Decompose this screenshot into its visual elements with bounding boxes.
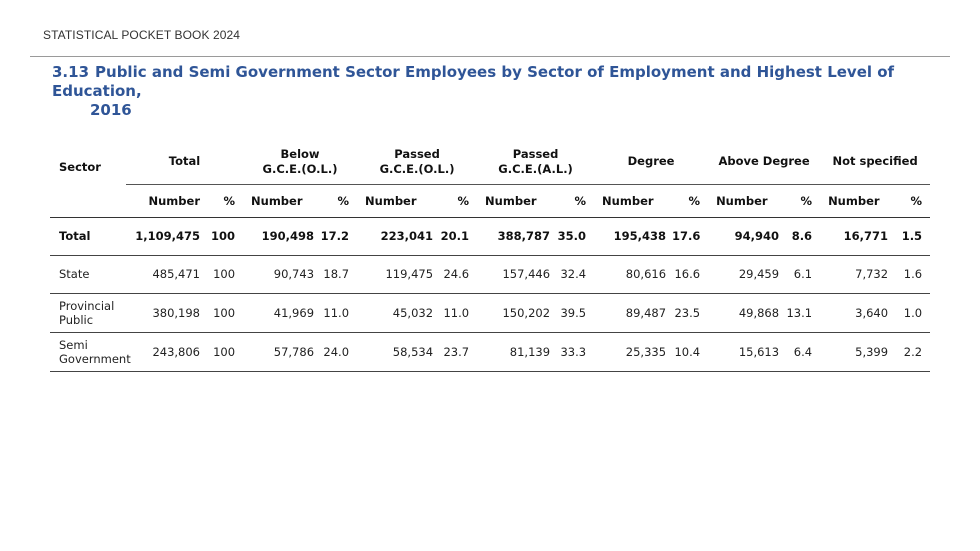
sub-header-number: Number <box>365 193 417 208</box>
cell-percent: 35.0 <box>557 229 587 243</box>
section-title-line2: 2016 <box>90 101 132 119</box>
cell-number: 3,640 <box>855 305 889 320</box>
cell-percent: 13.1 <box>786 305 813 320</box>
cell-percent: 23.7 <box>443 344 470 359</box>
cell-percent: 1.6 <box>903 267 923 281</box>
cell-percent: 6.4 <box>793 344 813 359</box>
cell-percent: 100 <box>213 305 236 320</box>
cell-number: 41,969 <box>273 305 315 320</box>
cell-percent: 33.3 <box>560 344 587 359</box>
cell-percent: 6.1 <box>793 267 813 281</box>
cell-percent: 18.7 <box>323 267 350 281</box>
sub-header-blank <box>50 184 126 217</box>
group-header-passed-al: Passed G.C.E.(A.L.) <box>477 140 595 185</box>
cell-number: 89,487 <box>625 305 667 320</box>
cell-percent: 24.6 <box>443 267 470 281</box>
cell-number: 81,139 <box>509 344 551 359</box>
sub-header-row: Number % Number % Number % Number % Numb… <box>50 184 931 217</box>
cell-number: 380,198 <box>152 305 200 320</box>
cell-percent: 1.5 <box>901 229 923 243</box>
cell-number: 223,041 <box>380 229 434 243</box>
sub-header-percent: % <box>688 193 701 208</box>
group-header-row: Sector Total Below G.C.E.(O.L.) Passed G.C… <box>50 140 931 185</box>
cell-number: 243,806 <box>152 344 200 359</box>
sub-header-number: Number <box>148 193 201 208</box>
running-header: STATISTICAL POCKET BOOK 2024 <box>43 28 241 42</box>
cell-percent: 100 <box>213 267 236 281</box>
cell-percent: 23.5 <box>674 305 701 320</box>
cell-percent: 32.4 <box>560 267 587 281</box>
section-title: 3.13 Public and Semi Government Sector Em… <box>52 63 932 120</box>
cell-number: 57,786 <box>273 344 315 359</box>
cell-number: 25,335 <box>625 344 667 359</box>
row-label: State <box>59 267 90 281</box>
sub-header-percent: % <box>574 193 587 208</box>
cell-percent: 11.0 <box>443 305 470 320</box>
cell-percent: 100 <box>213 344 236 359</box>
cell-number: 15,613 <box>738 344 780 359</box>
cell-percent: 11.0 <box>323 305 350 320</box>
group-header-passed-ol: Passed G.C.E.(O.L.) <box>357 140 478 185</box>
cell-number: 388,787 <box>497 229 551 243</box>
cell-number: 29,459 <box>738 267 780 281</box>
sub-header-number: Number <box>485 193 537 208</box>
sub-header-number: Number <box>828 193 880 208</box>
sub-header-percent: % <box>910 193 923 208</box>
cell-number: 195,438 <box>613 229 667 243</box>
cell-percent: 17.2 <box>320 229 350 243</box>
sub-header-percent: % <box>800 193 813 208</box>
cell-percent: 10.4 <box>674 344 701 359</box>
cell-number: 49,868 <box>738 305 780 320</box>
table-row: Total 1,109,475 100 190,498 17.2 223,041… <box>50 217 931 255</box>
cell-number: 119,475 <box>385 267 434 281</box>
sub-header-number: Number <box>251 193 303 208</box>
cell-number: 7,732 <box>855 267 889 281</box>
sector-header: Sector <box>59 159 101 174</box>
cell-percent: 20.1 <box>440 229 470 243</box>
cell-number: 190,498 <box>261 229 315 243</box>
group-header-total: Total <box>126 140 244 185</box>
cell-percent: 24.0 <box>323 344 350 359</box>
cell-percent: 2.2 <box>903 344 923 359</box>
sub-header-percent: % <box>337 193 350 208</box>
row-label: Provincial Public <box>59 298 115 327</box>
cell-number: 16,771 <box>843 229 889 243</box>
cell-number: 157,446 <box>502 267 551 281</box>
row-label: Semi Government <box>59 337 131 366</box>
table-row: State 485,471 100 90,743 18.7 119,475 24… <box>50 255 931 293</box>
cell-number: 45,032 <box>392 305 434 320</box>
cell-number: 80,616 <box>625 267 667 281</box>
header-rule <box>30 56 950 57</box>
table-row: Semi Government 243,806 100 57,786 24.0 … <box>50 332 931 371</box>
table-row: Provincial Public 380,198 100 41,969 11.… <box>50 293 931 332</box>
employees-table: Sector Total Below G.C.E.(O.L.) Passed G.C… <box>50 140 931 372</box>
sub-header-percent: % <box>457 193 470 208</box>
group-header-above-degree: Above Degree <box>708 140 821 185</box>
group-header-below-ol: Below G.C.E.(O.L.) <box>243 140 358 185</box>
group-header-not-specified: Not specified <box>820 140 931 185</box>
cell-percent: 39.5 <box>560 305 587 320</box>
cell-number: 94,940 <box>734 229 780 243</box>
cell-number: 485,471 <box>152 267 200 281</box>
section-number: 3.13 <box>52 63 90 81</box>
cell-number: 1,109,475 <box>135 229 200 243</box>
table-body: Total 1,109,475 100 190,498 17.2 223,041… <box>50 217 931 371</box>
cell-number: 150,202 <box>502 305 551 320</box>
cell-percent: 8.6 <box>791 229 813 243</box>
group-header-degree: Degree <box>594 140 709 185</box>
section-title-line1: Public and Semi Government Sector Employ… <box>52 63 895 100</box>
cell-percent: 16.6 <box>674 267 701 281</box>
row-label: Total <box>59 229 91 243</box>
cell-percent: 17.6 <box>672 229 701 243</box>
cell-number: 58,534 <box>392 344 434 359</box>
sub-header-number: Number <box>602 193 654 208</box>
sub-header-number: Number <box>716 193 768 208</box>
sub-header-percent: % <box>223 193 236 208</box>
cell-number: 5,399 <box>855 344 889 359</box>
cell-number: 90,743 <box>273 267 315 281</box>
cell-percent: 1.0 <box>903 305 923 320</box>
cell-percent: 100 <box>211 229 236 243</box>
